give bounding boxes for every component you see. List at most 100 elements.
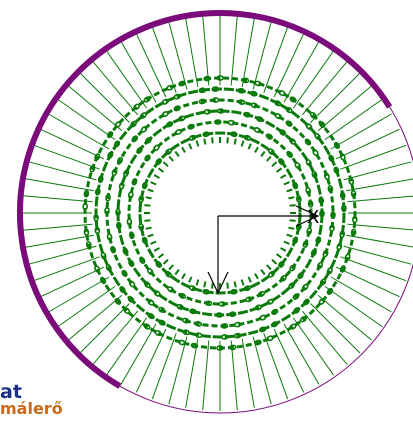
coil-loop bbox=[245, 296, 253, 303]
coil-loop bbox=[93, 213, 99, 222]
coil-loop bbox=[104, 207, 110, 215]
inner-tick bbox=[260, 150, 266, 157]
slot-line bbox=[185, 17, 199, 87]
slot-line bbox=[241, 17, 255, 87]
inner-tick bbox=[188, 276, 193, 283]
slot-line bbox=[346, 234, 413, 248]
coil-loop bbox=[307, 200, 314, 208]
coil-loop bbox=[204, 300, 213, 307]
coil-loop bbox=[274, 113, 282, 120]
inner-tick bbox=[240, 140, 245, 147]
coil-loop bbox=[203, 108, 212, 115]
coil-loop bbox=[127, 296, 135, 303]
coil-loop bbox=[155, 158, 162, 166]
coil-loop bbox=[127, 191, 134, 199]
coil-loop bbox=[328, 154, 335, 162]
slot-line bbox=[317, 294, 373, 341]
coil-loop bbox=[105, 264, 112, 272]
coil-loop bbox=[202, 131, 210, 138]
coil-loop bbox=[94, 226, 101, 235]
coil-loop bbox=[188, 134, 197, 141]
coil-loop bbox=[237, 87, 245, 94]
coil-loop bbox=[351, 215, 358, 224]
coil-loop bbox=[250, 102, 259, 109]
inner-tick bbox=[168, 264, 174, 271]
coil-loop bbox=[285, 106, 293, 114]
coil-loop bbox=[158, 319, 166, 326]
coil-loop bbox=[250, 90, 258, 97]
coil-loop bbox=[339, 191, 346, 200]
slot-line bbox=[92, 60, 139, 116]
coil-loop bbox=[305, 123, 313, 130]
coil-loop bbox=[144, 281, 151, 288]
slot-line bbox=[40, 128, 105, 160]
coil-loop bbox=[143, 323, 151, 330]
coil-loop bbox=[118, 182, 125, 190]
coil-loop bbox=[167, 286, 175, 293]
slot-line bbox=[22, 195, 93, 203]
coil-loop bbox=[227, 119, 236, 126]
coil-loop bbox=[139, 256, 146, 264]
coil-loop bbox=[215, 312, 224, 318]
coil-loop bbox=[295, 195, 302, 203]
coil-loop bbox=[178, 292, 187, 299]
coil-loop bbox=[176, 303, 184, 310]
coil-loop bbox=[143, 96, 151, 103]
coil-loop bbox=[115, 208, 121, 217]
inner-tick bbox=[289, 204, 296, 207]
inner-tick bbox=[260, 269, 266, 276]
inner-tick bbox=[266, 264, 272, 271]
coil-loop bbox=[111, 168, 118, 177]
coil-loop bbox=[173, 93, 181, 100]
inner-tick bbox=[283, 240, 290, 245]
coil-loop bbox=[178, 339, 186, 346]
coil-loop bbox=[229, 344, 237, 351]
coil-loop bbox=[220, 334, 229, 340]
inner-tick bbox=[195, 279, 200, 286]
slot-line bbox=[340, 144, 407, 170]
inner-tick bbox=[150, 181, 157, 186]
slot-line bbox=[135, 33, 167, 98]
coil-loop bbox=[123, 307, 131, 315]
coil-loop bbox=[228, 311, 237, 318]
coil-loop bbox=[131, 178, 138, 186]
coil-loop bbox=[97, 175, 104, 183]
coil-loop bbox=[107, 151, 114, 159]
coil-loop bbox=[100, 252, 107, 260]
slot-line bbox=[317, 85, 373, 132]
coil-loop bbox=[116, 156, 124, 165]
coil-loop bbox=[218, 301, 226, 307]
inner-tick bbox=[254, 146, 259, 153]
coil-loop bbox=[100, 276, 107, 285]
coil-loop bbox=[257, 290, 266, 298]
inner-tick bbox=[195, 140, 200, 147]
slot-line bbox=[292, 317, 335, 376]
slot-line bbox=[48, 113, 110, 150]
slot-line bbox=[120, 323, 157, 385]
slot-line bbox=[310, 303, 361, 354]
coil-loop bbox=[161, 98, 169, 105]
coil-loop bbox=[329, 224, 335, 232]
coil-loop bbox=[128, 259, 135, 267]
slot-line bbox=[252, 336, 272, 405]
coil-loop bbox=[139, 112, 147, 119]
coil-loop bbox=[303, 298, 310, 306]
inner-tick bbox=[240, 279, 245, 286]
coil-loop bbox=[330, 211, 336, 219]
coil-loop bbox=[254, 304, 262, 311]
slot-line bbox=[79, 303, 130, 354]
slot-line bbox=[343, 161, 412, 181]
rotor-bore bbox=[152, 145, 288, 281]
coil-loop bbox=[344, 253, 351, 261]
inner-tick bbox=[153, 174, 160, 179]
coil-loop bbox=[350, 228, 357, 237]
inner-tick bbox=[211, 137, 214, 144]
slot-line bbox=[324, 285, 383, 328]
slot-line bbox=[283, 41, 320, 103]
slot-line bbox=[40, 266, 105, 298]
inner-tick bbox=[233, 138, 237, 145]
coil-loop bbox=[305, 159, 312, 167]
slot-line bbox=[151, 333, 177, 400]
inner-tick bbox=[280, 247, 287, 252]
